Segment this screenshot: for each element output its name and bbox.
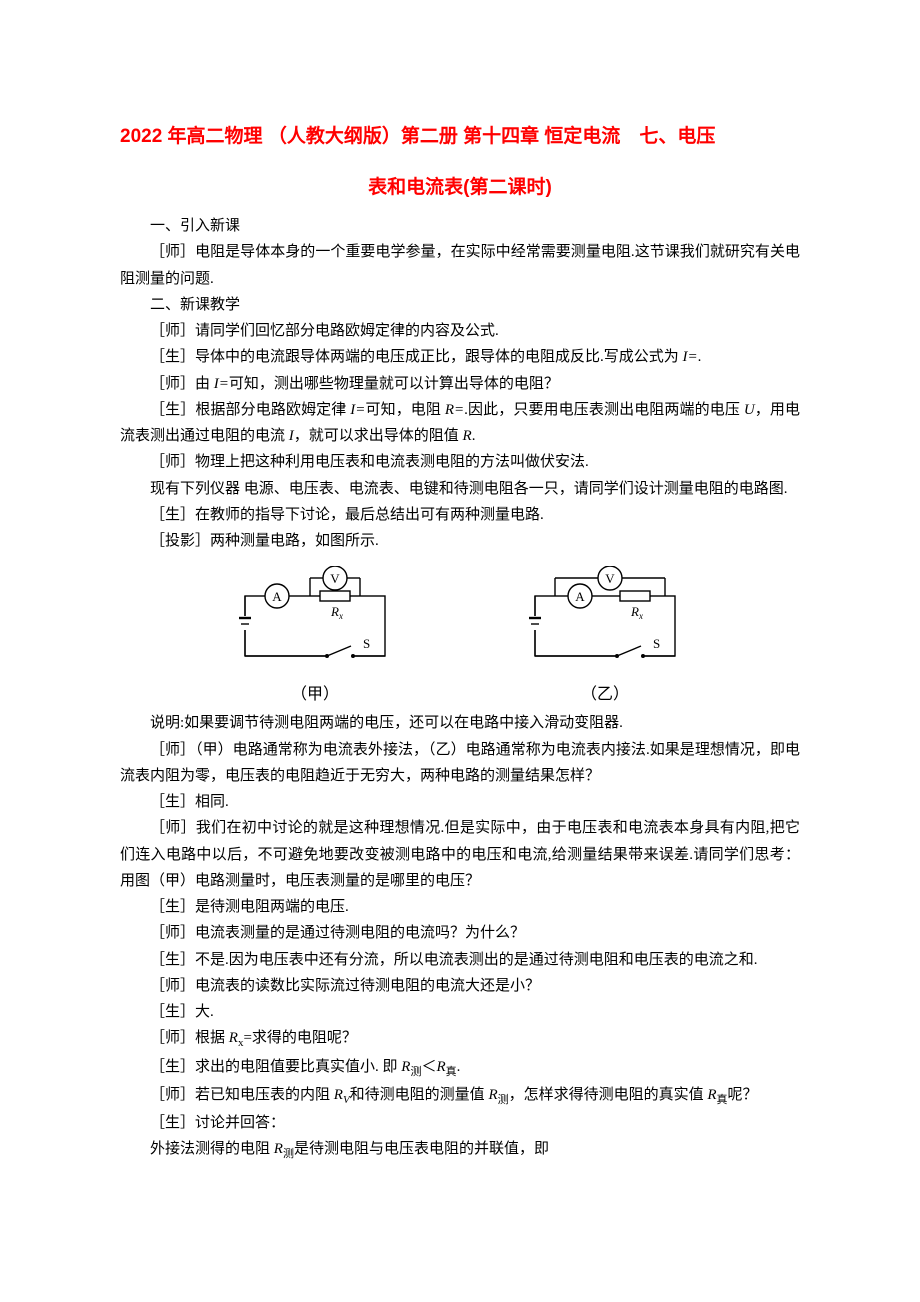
text-fragment: ＜ xyxy=(421,1059,436,1075)
formula-var: R xyxy=(334,1087,343,1103)
body-text: ［师］请同学们回忆部分电路欧姆定律的内容及公式. xyxy=(120,318,800,344)
document-page: 2022 年高二物理 （人教大纲版）第二册 第十四章 恒定电流 七、电压 表和电… xyxy=(0,0,920,1225)
body-text: ［投影］两种测量电路，如图所示. xyxy=(120,528,800,554)
formula-var: R= xyxy=(445,402,464,418)
section-heading-intro: 一、引入新课 xyxy=(120,213,800,239)
body-text: ［生］大. xyxy=(120,999,800,1025)
body-text: ［师］若已知电压表的内阻 RV和待测电阻的测量值 R测，怎样求得待测电阻的真实值… xyxy=(120,1082,800,1110)
page-subtitle: 表和电流表(第二课时) xyxy=(120,172,800,199)
text-fragment: = xyxy=(243,1030,251,1046)
circuit-svg-jia: V A Rx xyxy=(235,566,395,676)
text-fragment: ［生］求出的电阻值要比真实值小. 即 xyxy=(150,1059,401,1075)
circuit-svg-yi: V A Rx S xyxy=(525,566,685,676)
text-fragment: .因此，只要用电压表测出电阻两端的电压 xyxy=(464,402,744,418)
body-text: ［生］是待测电阻两端的电压. xyxy=(120,894,800,920)
body-text: ［生］求出的电阻值要比真实值小. 即 R测＜R真. xyxy=(120,1054,800,1082)
page-title: 2022 年高二物理 （人教大纲版）第二册 第十四章 恒定电流 七、电压 xyxy=(120,120,800,154)
resistor-label: Rx xyxy=(330,604,343,621)
text-fragment: ［师］根据 xyxy=(150,1030,229,1046)
text-fragment: 可知，电阻 xyxy=(365,402,445,418)
text-fragment: 外接法测得的电阻 xyxy=(150,1141,274,1157)
ammeter-glyph: A xyxy=(272,589,282,604)
voltmeter-glyph: V xyxy=(330,571,340,586)
body-text: ［生］相同. xyxy=(120,789,800,815)
body-text: ［师］物理上把这种利用电压表和电流表测电阻的方法叫做伏安法. xyxy=(120,449,800,475)
body-text: ［师］电阻是导体本身的一个重要电学参量，在实际中经常需要测量电阻.这节课我们就研… xyxy=(120,239,800,292)
circuit-diagrams-row: V A Rx xyxy=(120,566,800,704)
formula-sub: 真 xyxy=(446,1066,457,1078)
body-text: ［生］根据部分电路欧姆定律 I=可知，电阻 R=.因此，只要用电压表测出电阻两端… xyxy=(120,397,800,450)
formula-var: R xyxy=(274,1141,283,1157)
text-fragment: 可知，测出哪些物理量就可以计算出导体的电阻？ xyxy=(229,376,559,392)
body-text: 说明:如果要调节待测电阻两端的电压，还可以在电路中接入滑动变阻器. xyxy=(120,710,800,736)
text-fragment: ［师］由 xyxy=(150,376,214,392)
text-fragment: ，就可以求出导体的阻值 xyxy=(294,428,463,444)
formula-sub: 测 xyxy=(498,1094,509,1106)
circuit-diagram-jia: V A Rx xyxy=(235,566,395,704)
body-text: ［生］不是.因为电压表中还有分流，所以电流表测出的是通过待测电阻和电压表的电流之… xyxy=(120,947,800,973)
formula-var: I= xyxy=(683,349,698,365)
body-text: ［师］根据 Rx=求得的电阻呢？ xyxy=(120,1025,800,1053)
formula-var: R xyxy=(488,1087,497,1103)
formula-var: R xyxy=(436,1059,445,1075)
circuit-diagram-yi: V A Rx S （ xyxy=(525,566,685,704)
formula-sub: 真 xyxy=(717,1094,728,1106)
body-text: ［生］导体中的电流跟导体两端的电压成正比，跟导体的电阻成反比.写成公式为 I=. xyxy=(120,344,800,370)
text-fragment: . xyxy=(472,428,476,444)
switch-label: S xyxy=(363,636,370,651)
body-text: ［师］电流表测量的是通过待测电阻的电流吗？为什么？ xyxy=(120,920,800,946)
resistor-label: Rx xyxy=(630,604,643,621)
text-fragment: . xyxy=(457,1059,461,1075)
text-fragment: 求得的电阻呢？ xyxy=(252,1030,357,1046)
formula-var: R xyxy=(229,1030,238,1046)
body-text: ［生］在教师的指导下讨论，最后总结出可有两种测量电路. xyxy=(120,502,800,528)
body-text: ［师］（甲）电路通常称为电流表外接法，（乙）电路通常称为电流表内接法.如果是理想… xyxy=(120,737,800,790)
formula-sub: 测 xyxy=(283,1148,294,1160)
body-text: ［师］由 I=可知，测出哪些物理量就可以计算出导体的电阻？ xyxy=(120,371,800,397)
body-text: 现有下列仪器 电源、电压表、电流表、电键和待测电阻各一只，请同学们设计测量电阻的… xyxy=(120,476,800,502)
text-fragment: ［师］若已知电压表的内阻 xyxy=(150,1087,334,1103)
circuit-caption-yi: （乙） xyxy=(581,680,629,704)
switch-label: S xyxy=(653,636,660,651)
formula-var: I= xyxy=(214,376,229,392)
text-fragment: ，怎样求得待测电阻的真实值 xyxy=(509,1087,704,1103)
body-text: ［师］我们在初中讨论的就是这种理想情况.但是实际中，由于电压表和电流表本身具有内… xyxy=(120,815,800,894)
text-fragment: ［生］导体中的电流跟导体两端的电压成正比，跟导体的电阻成反比.写成公式为 xyxy=(150,349,683,365)
body-text: ［师］电流表的读数比实际流过待测电阻的电流大还是小？ xyxy=(120,973,800,999)
formula-var: I= xyxy=(350,402,365,418)
circuit-caption-jia: （甲） xyxy=(291,680,339,704)
text-fragment: 是待测电阻与电压表电阻的并联值，即 xyxy=(294,1141,549,1157)
ammeter-glyph: A xyxy=(575,589,585,604)
formula-sub: 测 xyxy=(410,1066,421,1078)
formula-var: R xyxy=(463,428,472,444)
body-text: 外接法测得的电阻 R测是待测电阻与电压表电阻的并联值，即 xyxy=(120,1136,800,1164)
text-fragment: 和待测电阻的测量值 xyxy=(350,1087,489,1103)
formula-var: R xyxy=(707,1087,716,1103)
text-fragment: ［生］根据部分电路欧姆定律 xyxy=(150,402,350,418)
text-fragment: . xyxy=(698,349,702,365)
section-heading-new: 二、新课教学 xyxy=(120,292,800,318)
voltmeter-glyph: V xyxy=(605,571,615,586)
formula-var: U xyxy=(744,402,755,418)
body-text: ［生］讨论并回答： xyxy=(120,1110,800,1136)
text-fragment: 呢？ xyxy=(728,1087,758,1103)
formula-sub: V xyxy=(343,1094,350,1106)
